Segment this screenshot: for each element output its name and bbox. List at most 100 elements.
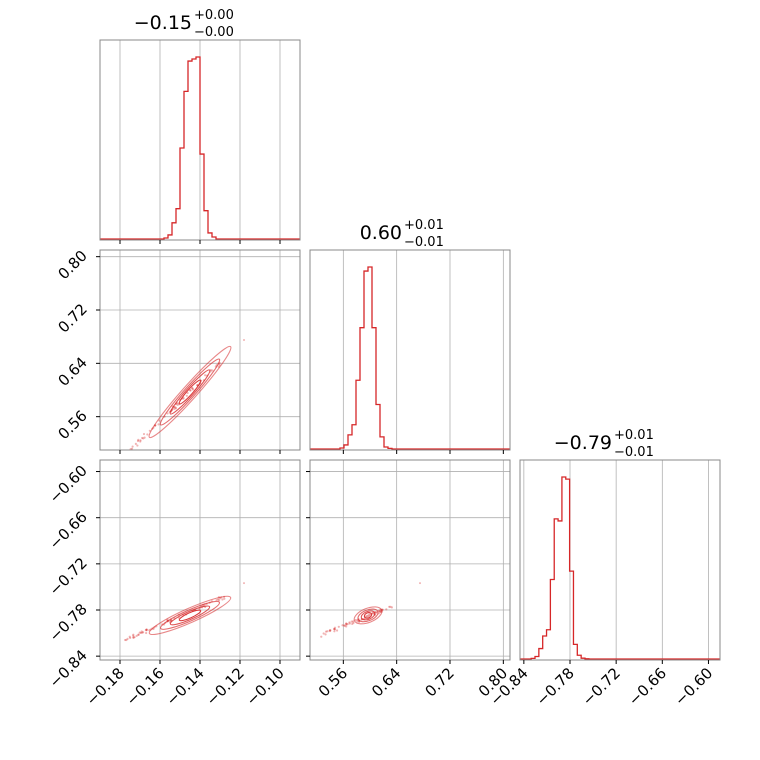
sample-point — [132, 633, 135, 636]
sample-point — [145, 629, 148, 632]
hist-panel-0: −0.15 +0.00 −0.00 — [99, 8, 301, 244]
sample-point — [142, 437, 145, 440]
sample-point — [135, 634, 138, 637]
sample-point — [137, 633, 140, 636]
sample-point — [333, 628, 336, 631]
sample-point — [139, 440, 142, 443]
y-tick-label: −0.78 — [46, 600, 91, 645]
sample-point — [132, 636, 135, 639]
sample-point — [141, 631, 145, 634]
sample-point — [343, 624, 346, 627]
density-contour — [169, 369, 211, 415]
param-title-minus-2: −0.01 — [614, 445, 654, 460]
x-tick-label: 0.72 — [421, 664, 457, 700]
sample-point — [145, 628, 148, 631]
x-tick-label: −0.14 — [163, 664, 208, 709]
param-title-minus-0: −0.00 — [194, 25, 234, 40]
sample-point — [176, 403, 179, 407]
panel-frame — [309, 459, 511, 661]
sample-point — [182, 397, 185, 400]
sample-point — [141, 631, 144, 634]
sample-point — [124, 638, 127, 642]
hist-panel-1: 0.60 +0.01 −0.01 — [309, 218, 511, 454]
sample-point — [141, 436, 144, 440]
sample-point — [128, 635, 131, 638]
sample-point — [320, 635, 323, 638]
sample-point — [189, 389, 192, 392]
sample-point — [329, 629, 332, 632]
sample-point — [333, 628, 337, 631]
y-tick-label: 0.80 — [54, 247, 90, 283]
density-contour — [357, 608, 379, 623]
sample-point — [348, 621, 351, 624]
density-contour — [353, 606, 383, 625]
histogram-1 — [310, 266, 510, 450]
sample-point — [328, 629, 332, 632]
sample-point — [173, 407, 176, 411]
sample-point — [126, 637, 129, 640]
sample-point — [374, 611, 378, 614]
sample-point — [142, 432, 146, 436]
sample-point — [211, 369, 214, 372]
sample-point — [143, 436, 146, 439]
sample-point — [389, 605, 392, 609]
param-title-minus-1: −0.01 — [404, 235, 444, 250]
param-title-plus-1: +0.01 — [404, 218, 444, 233]
sample-point — [204, 374, 207, 377]
sample-point — [419, 582, 421, 585]
sample-point — [144, 629, 147, 632]
x-tick-label: −0.60 — [671, 664, 716, 709]
sample-point — [137, 633, 140, 636]
hist-panel-2: −0.79 +0.01 −0.01 — [519, 428, 721, 664]
density-contour — [363, 612, 373, 619]
density-contour — [360, 610, 376, 621]
sample-point — [191, 387, 194, 390]
x-tick-label: −0.66 — [625, 664, 670, 709]
sample-point — [134, 442, 137, 445]
param-title-2: −0.79 — [554, 432, 612, 454]
density-contour — [178, 609, 202, 622]
sample-point — [337, 625, 340, 628]
sample-point — [243, 582, 245, 585]
panel-frame — [309, 249, 511, 451]
sample-point — [341, 624, 344, 627]
sample-point — [217, 599, 221, 602]
sample-point — [379, 610, 382, 613]
sample-point — [196, 383, 199, 387]
histogram-0 — [100, 56, 300, 240]
sample-point — [133, 636, 136, 639]
sample-point — [215, 599, 218, 602]
x-tick-label: −0.16 — [123, 664, 168, 709]
sample-point — [352, 620, 355, 623]
sample-point — [378, 609, 381, 613]
sample-point — [125, 638, 128, 642]
x-tick-label: −0.72 — [579, 664, 624, 709]
x-tick-label: −0.10 — [243, 664, 288, 709]
sample-point — [333, 630, 336, 633]
sample-point — [388, 605, 391, 608]
sample-point — [174, 407, 178, 410]
sample-point — [356, 620, 359, 623]
sample-point — [191, 388, 195, 391]
sample-point — [324, 633, 327, 636]
param-title-0: −0.15 — [134, 12, 192, 34]
sample-point — [322, 632, 325, 635]
sample-point — [130, 447, 134, 450]
sample-point — [243, 339, 245, 341]
sample-point — [368, 613, 371, 616]
sample-point — [223, 597, 226, 600]
sample-point — [132, 636, 135, 639]
y-tick-label: 0.72 — [54, 300, 90, 336]
param-title-1: 0.60 — [360, 222, 402, 244]
sample-point — [129, 636, 132, 639]
sample-point — [385, 608, 388, 611]
density-contour — [148, 595, 232, 636]
sample-point — [335, 629, 339, 632]
param-title-plus-0: +0.00 — [194, 8, 234, 23]
sample-point — [371, 612, 375, 615]
sample-point — [166, 412, 169, 415]
sample-point — [138, 631, 141, 634]
y-tick-label: −0.66 — [46, 508, 91, 553]
sample-point — [367, 614, 370, 617]
